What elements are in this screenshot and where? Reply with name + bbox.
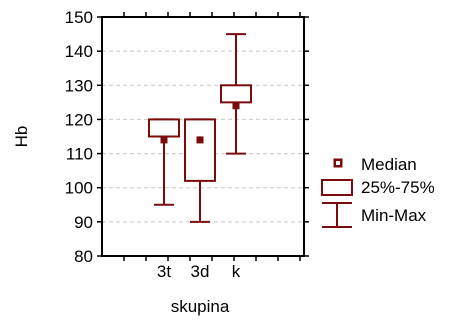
box-group xyxy=(148,118,180,206)
box-iqr xyxy=(184,118,216,182)
median-marker xyxy=(232,102,240,110)
y-tick-label: 150 xyxy=(65,8,93,27)
x-tick-label: 3t xyxy=(157,262,171,281)
y-tick-label: 130 xyxy=(65,76,93,95)
box-group xyxy=(220,33,252,155)
legend-median-marker-center xyxy=(336,161,340,165)
y-tick-label: 140 xyxy=(65,42,93,61)
y-tick-label: 80 xyxy=(74,247,93,266)
legend-box-symbol xyxy=(321,179,353,196)
y-axis-ticks: 80 90 100 110 120 130 140 150 xyxy=(65,8,309,266)
y-tick-label: 90 xyxy=(74,213,93,232)
median-marker xyxy=(160,136,168,144)
box-iqr xyxy=(148,118,180,138)
median-marker xyxy=(196,136,204,144)
legend-box-label: 25%-75% xyxy=(361,178,435,197)
legend-whisker-label: Min-Max xyxy=(361,206,427,225)
box-group xyxy=(184,118,216,223)
y-tick-label: 100 xyxy=(65,179,93,198)
box-iqr xyxy=(220,84,252,104)
legend-median-label: Median xyxy=(361,155,417,174)
box-series xyxy=(148,33,252,223)
x-tick-label: k xyxy=(232,262,241,281)
y-tick-label: 110 xyxy=(66,145,93,164)
y-axis-label: Hb xyxy=(12,126,31,148)
x-axis-label: skupina xyxy=(171,297,230,316)
plot-frame xyxy=(101,16,305,257)
y-tick-label: 120 xyxy=(65,110,93,129)
x-tick-label: 3d xyxy=(191,262,210,281)
legend: Median 25%-75% Min-Max xyxy=(321,155,435,228)
